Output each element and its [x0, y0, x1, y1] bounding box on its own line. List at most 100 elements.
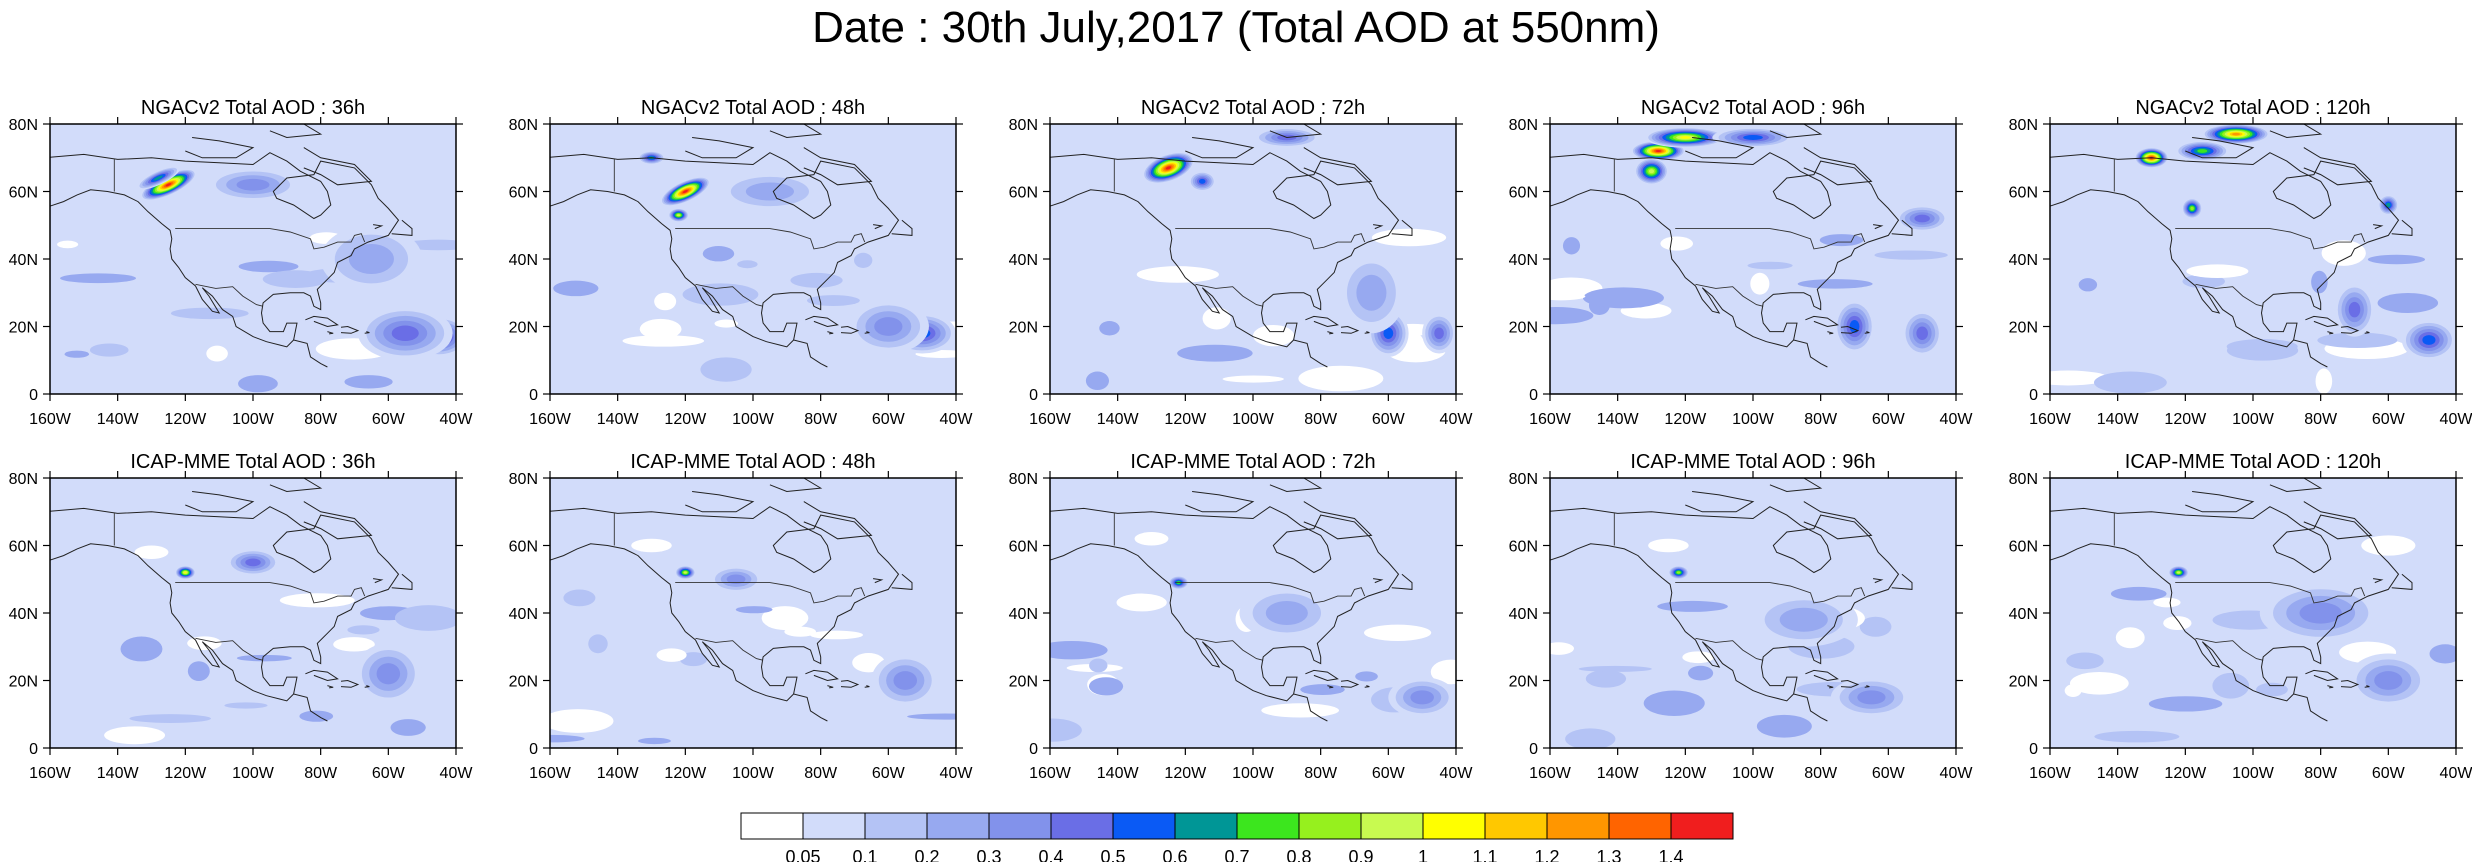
lat-tick-label: 20N	[9, 674, 38, 691]
lon-tick-label: 60W	[1872, 411, 1906, 428]
colorbar-swatch	[864, 812, 928, 840]
aod-patch	[682, 283, 759, 306]
aod-field	[1550, 478, 1956, 748]
main-title: Date : 30th July,2017 (Total AOD at 550n…	[812, 3, 1660, 52]
aod-patch	[1756, 714, 1812, 738]
colorbar-swatch	[1670, 812, 1734, 840]
colorbar-swatch	[1174, 812, 1238, 840]
aod-plume	[726, 574, 746, 584]
colorbar-label: 0.1	[852, 847, 877, 862]
aod-plume	[683, 571, 687, 574]
aod-patch	[714, 319, 739, 328]
lat-tick-label: 20N	[2009, 320, 2038, 337]
map-panel: ICAP-MME Total AOD : 36h 160W 140W 120W 100W…	[9, 451, 474, 782]
aod-plume	[153, 175, 163, 181]
panel-title: NGACv2 Total AOD : 120h	[2135, 97, 2370, 119]
aod-patch	[1298, 365, 1384, 392]
lon-tick-label: 100W	[232, 411, 275, 428]
aod-patch	[1364, 624, 1432, 641]
aod-patch	[638, 737, 671, 745]
colorbar-label: 0.05	[785, 847, 820, 862]
aod-patch	[679, 652, 708, 667]
aod-patch	[737, 260, 758, 269]
panel-title: ICAP-MME Total AOD : 48h	[630, 451, 875, 473]
colorbar-label: 1.1	[1472, 847, 1497, 862]
aod-field	[2050, 124, 2456, 394]
aod-background	[1550, 124, 1956, 394]
lon-tick-label: 120W	[1164, 411, 1207, 428]
lon-tick-label: 160W	[1529, 411, 1572, 428]
coastlines	[1050, 478, 1413, 722]
colorbar-label: 1.2	[1534, 847, 1559, 862]
colorbar-swatch	[1422, 812, 1486, 840]
aod-patch	[2256, 682, 2288, 697]
aod-patch	[1050, 718, 1082, 742]
lon-tick-label: 40W	[940, 765, 974, 782]
lon-tick-label: 80W	[304, 411, 338, 428]
colorbar-swatch	[1484, 812, 1548, 840]
coastlines	[1550, 478, 1913, 722]
lat-tick-label: 20N	[2009, 674, 2038, 691]
colorbar-label: 0.3	[976, 847, 1001, 862]
aod-plume	[348, 244, 394, 274]
lon-tick-label: 140W	[1097, 765, 1140, 782]
lat-tick-label: 20N	[509, 320, 538, 337]
aod-plume	[1434, 327, 1444, 340]
lon-tick-label: 140W	[1597, 765, 1640, 782]
aod-patch	[238, 375, 278, 393]
aod-patch	[299, 710, 334, 722]
colorbar-label: 1.4	[1658, 847, 1683, 862]
aod-patch	[1355, 671, 1378, 682]
lat-tick-label: 0	[529, 741, 538, 758]
aod-patch	[238, 260, 299, 273]
aod-field	[1550, 124, 1956, 394]
colorbar-swatch	[926, 812, 990, 840]
lon-tick-label: 60W	[872, 765, 906, 782]
lat-tick-label: 40N	[2009, 606, 2038, 623]
colorbar-swatch	[1050, 812, 1114, 840]
colorbar-label: 0.2	[914, 847, 939, 862]
colorbar-swatch	[1608, 812, 1672, 840]
aod-patch	[347, 625, 380, 635]
lon-tick-label: 40W	[1940, 765, 1974, 782]
lon-tick-label: 100W	[732, 765, 775, 782]
lon-tick-label: 100W	[2232, 411, 2275, 428]
aod-patch	[1747, 261, 1793, 270]
map-panel: NGACv2 Total AOD : 96h 160W 140W 120W 100W 80…	[1509, 97, 1974, 428]
lon-tick-label: 160W	[2029, 765, 2072, 782]
lon-tick-label: 160W	[1529, 765, 1572, 782]
coastlines	[50, 124, 413, 368]
aod-patch	[1099, 321, 1120, 336]
aod-patch	[2153, 597, 2181, 608]
lon-tick-label: 120W	[1664, 765, 1707, 782]
aod-patch	[2311, 270, 2328, 294]
aod-plume	[183, 571, 187, 574]
aod-patch	[1550, 642, 1574, 655]
aod-patch	[344, 375, 393, 389]
aod-patch	[1430, 659, 1456, 685]
aod-patch	[2064, 684, 2082, 697]
aod-plume	[2177, 571, 2181, 574]
aod-patch	[1550, 307, 1594, 325]
lon-tick-label: 40W	[1940, 411, 1974, 428]
colorbar-swatch	[1546, 812, 1610, 840]
aod-patch	[129, 714, 211, 723]
aod-patch	[1859, 616, 1892, 637]
aod-patch	[236, 654, 292, 662]
lon-tick-label: 160W	[529, 411, 572, 428]
lon-tick-label: 140W	[1597, 411, 1640, 428]
aod-patch	[1819, 234, 1864, 247]
lon-tick-label: 120W	[164, 765, 207, 782]
lon-tick-label: 100W	[1732, 765, 1775, 782]
lon-tick-label: 100W	[2232, 765, 2275, 782]
aod-patch	[735, 606, 773, 614]
aod-patch	[1371, 228, 1447, 247]
aod-patch	[1874, 250, 1948, 260]
lat-tick-label: 40N	[9, 606, 38, 623]
aod-patch	[2163, 616, 2192, 631]
aod-patch	[170, 307, 249, 320]
map-panel: ICAP-MME Total AOD : 96h 160W 140W 120W 100W…	[1509, 451, 1974, 782]
lat-tick-label: 0	[1529, 741, 1538, 758]
